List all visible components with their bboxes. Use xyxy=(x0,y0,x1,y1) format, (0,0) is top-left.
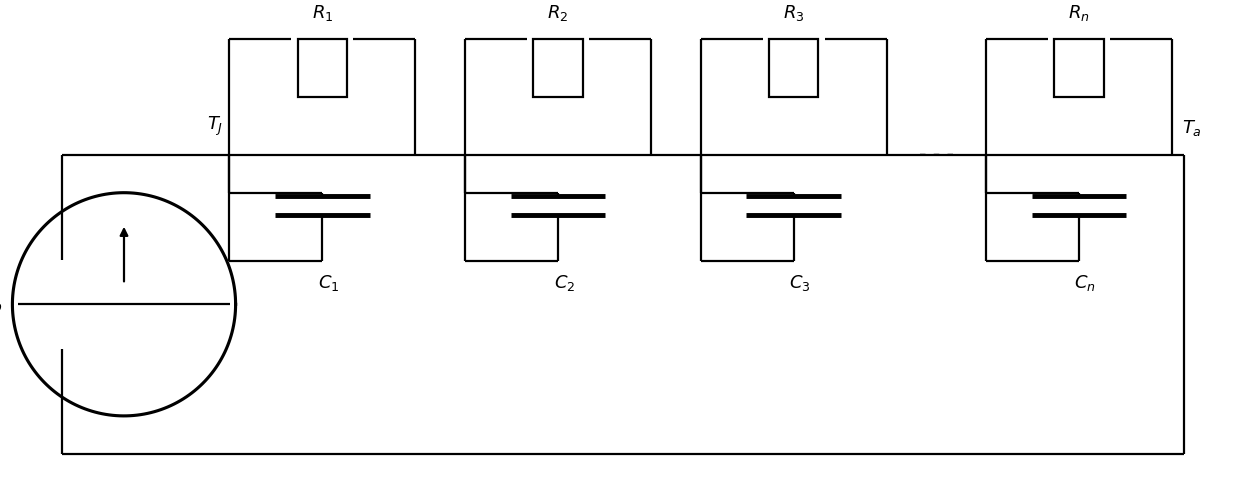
Text: $R_{2}$: $R_{2}$ xyxy=(547,3,569,23)
Bar xyxy=(769,39,818,97)
Text: $T_{a}$: $T_{a}$ xyxy=(1182,118,1202,138)
Text: $C_{n}$: $C_{n}$ xyxy=(1074,273,1096,293)
Text: $C_{3}$: $C_{3}$ xyxy=(789,273,811,293)
Text: $T_{J}$: $T_{J}$ xyxy=(207,114,223,138)
Bar xyxy=(1054,39,1104,97)
Text: $R_{1}$: $R_{1}$ xyxy=(311,3,334,23)
Text: $R_{n}$: $R_{n}$ xyxy=(1068,3,1090,23)
Text: $P_{D}$: $P_{D}$ xyxy=(0,294,2,314)
Text: $C_{1}$: $C_{1}$ xyxy=(317,273,340,293)
Text: $R_{3}$: $R_{3}$ xyxy=(782,3,805,23)
Bar xyxy=(298,39,347,97)
Text: $C_{2}$: $C_{2}$ xyxy=(553,273,575,293)
Bar xyxy=(533,39,583,97)
Text: - - -: - - - xyxy=(919,145,954,164)
